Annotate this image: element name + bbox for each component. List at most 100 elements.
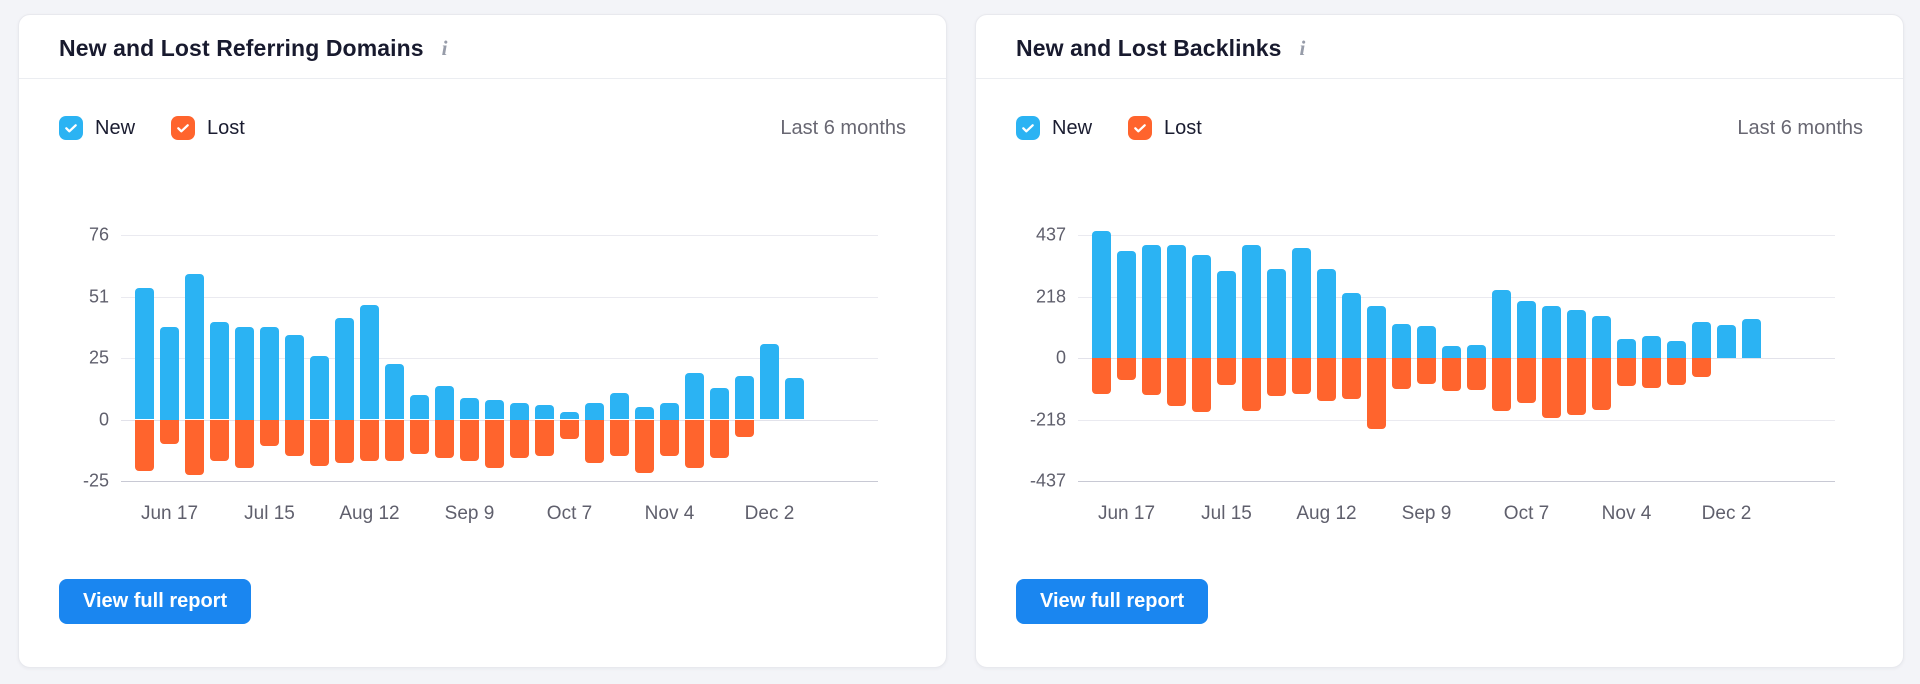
bar-new-segment[interactable] <box>1717 325 1736 358</box>
bar-new-segment[interactable] <box>1467 345 1486 358</box>
bar-new-segment[interactable] <box>1442 346 1461 358</box>
bar-new-segment[interactable] <box>1092 231 1111 358</box>
bar-lost-segment[interactable] <box>1267 358 1286 396</box>
bar-new-segment[interactable] <box>335 317 354 420</box>
bar-lost-segment[interactable] <box>410 419 429 454</box>
bar-lost-segment[interactable] <box>1342 358 1361 400</box>
bar-new-segment[interactable] <box>585 402 604 420</box>
bar-lost-segment[interactable] <box>1367 358 1386 429</box>
bar-lost-segment[interactable] <box>435 419 454 459</box>
bar-new-segment[interactable] <box>210 322 229 420</box>
bar-new-segment[interactable] <box>1292 248 1311 358</box>
bar-lost-segment[interactable] <box>485 419 504 469</box>
bar-lost-segment[interactable] <box>1567 358 1586 416</box>
new-series-checkbox[interactable] <box>1016 116 1040 140</box>
bar-new-segment[interactable] <box>185 273 204 420</box>
bar-lost-segment[interactable] <box>235 419 254 469</box>
bar-lost-segment[interactable] <box>1667 358 1686 385</box>
bar-lost-segment[interactable] <box>335 419 354 464</box>
bar-lost-segment[interactable] <box>685 419 704 469</box>
bar-new-segment[interactable] <box>1317 269 1336 358</box>
bar-lost-segment[interactable] <box>185 419 204 476</box>
bar-lost-segment[interactable] <box>1192 358 1211 413</box>
bar-new-segment[interactable] <box>1192 255 1211 358</box>
bar-lost-segment[interactable] <box>635 419 654 473</box>
bar-new-segment[interactable] <box>310 356 329 420</box>
bar-lost-segment[interactable] <box>510 419 529 459</box>
bar-new-segment[interactable] <box>260 327 279 420</box>
bar-lost-segment[interactable] <box>1092 358 1111 394</box>
bar-lost-segment[interactable] <box>1492 358 1511 412</box>
bar-new-segment[interactable] <box>1242 244 1261 358</box>
bar-lost-segment[interactable] <box>460 419 479 461</box>
bar-lost-segment[interactable] <box>1317 358 1336 401</box>
bar-new-segment[interactable] <box>785 378 804 420</box>
bar-new-segment[interactable] <box>1417 325 1436 358</box>
bar-new-segment[interactable] <box>1542 305 1561 358</box>
bar-lost-segment[interactable] <box>1617 358 1636 386</box>
bar-new-segment[interactable] <box>610 392 629 420</box>
bar-lost-segment[interactable] <box>1392 358 1411 389</box>
bar-new-segment[interactable] <box>535 404 554 420</box>
bar-new-segment[interactable] <box>1342 293 1361 358</box>
bar-new-segment[interactable] <box>1167 245 1186 358</box>
bar-lost-segment[interactable] <box>560 419 579 439</box>
bar-lost-segment[interactable] <box>1517 358 1536 403</box>
bar-new-segment[interactable] <box>560 412 579 420</box>
bar-lost-segment[interactable] <box>160 419 179 444</box>
bar-new-segment[interactable] <box>760 344 779 420</box>
view-full-report-button[interactable]: View full report <box>1016 579 1209 624</box>
bar-new-segment[interactable] <box>435 385 454 420</box>
bar-lost-segment[interactable] <box>1292 358 1311 394</box>
bar-new-segment[interactable] <box>385 363 404 420</box>
bar-lost-segment[interactable] <box>710 419 729 459</box>
bar-new-segment[interactable] <box>1667 341 1686 358</box>
new-series-checkbox[interactable] <box>59 116 83 140</box>
bar-lost-segment[interactable] <box>260 419 279 447</box>
bar-lost-segment[interactable] <box>360 419 379 461</box>
lost-series-checkbox[interactable] <box>171 116 196 140</box>
bar-new-segment[interactable] <box>635 407 654 420</box>
bar-new-segment[interactable] <box>685 373 704 420</box>
view-full-report-button[interactable]: View full report <box>59 579 252 624</box>
bar-lost-segment[interactable] <box>385 419 404 461</box>
bar-new-segment[interactable] <box>235 327 254 420</box>
bar-new-segment[interactable] <box>710 387 729 420</box>
bar-new-segment[interactable] <box>1742 318 1761 358</box>
bar-new-segment[interactable] <box>1517 300 1536 358</box>
bar-lost-segment[interactable] <box>285 419 304 456</box>
bar-new-segment[interactable] <box>735 375 754 420</box>
bar-lost-segment[interactable] <box>210 419 229 461</box>
lost-series-checkbox[interactable] <box>1128 116 1153 140</box>
bar-lost-segment[interactable] <box>610 419 629 456</box>
bar-lost-segment[interactable] <box>1467 358 1486 391</box>
bar-lost-segment[interactable] <box>1592 358 1611 410</box>
bar-new-segment[interactable] <box>510 402 529 420</box>
bar-lost-segment[interactable] <box>1442 358 1461 391</box>
bar-new-segment[interactable] <box>1217 271 1236 358</box>
bar-lost-segment[interactable] <box>1142 358 1161 395</box>
bar-new-segment[interactable] <box>285 334 304 420</box>
bar-lost-segment[interactable] <box>1692 358 1711 378</box>
bar-lost-segment[interactable] <box>1217 358 1236 385</box>
bar-new-segment[interactable] <box>460 397 479 420</box>
bar-new-segment[interactable] <box>160 327 179 420</box>
bar-lost-segment[interactable] <box>1242 358 1261 411</box>
bar-new-segment[interactable] <box>360 305 379 420</box>
bar-new-segment[interactable] <box>1117 251 1136 358</box>
bar-new-segment[interactable] <box>1392 323 1411 358</box>
bar-new-segment[interactable] <box>1142 245 1161 358</box>
bar-lost-segment[interactable] <box>310 419 329 466</box>
bar-lost-segment[interactable] <box>660 419 679 456</box>
bar-lost-segment[interactable] <box>1417 358 1436 384</box>
bar-new-segment[interactable] <box>1267 268 1286 358</box>
bar-new-segment[interactable] <box>1692 322 1711 358</box>
bar-new-segment[interactable] <box>1592 315 1611 358</box>
bar-lost-segment[interactable] <box>735 419 754 437</box>
bar-new-segment[interactable] <box>1492 290 1511 358</box>
bar-new-segment[interactable] <box>410 395 429 420</box>
bar-new-segment[interactable] <box>1617 339 1636 358</box>
bar-new-segment[interactable] <box>485 400 504 420</box>
bar-new-segment[interactable] <box>1567 310 1586 358</box>
bar-lost-segment[interactable] <box>135 419 154 471</box>
